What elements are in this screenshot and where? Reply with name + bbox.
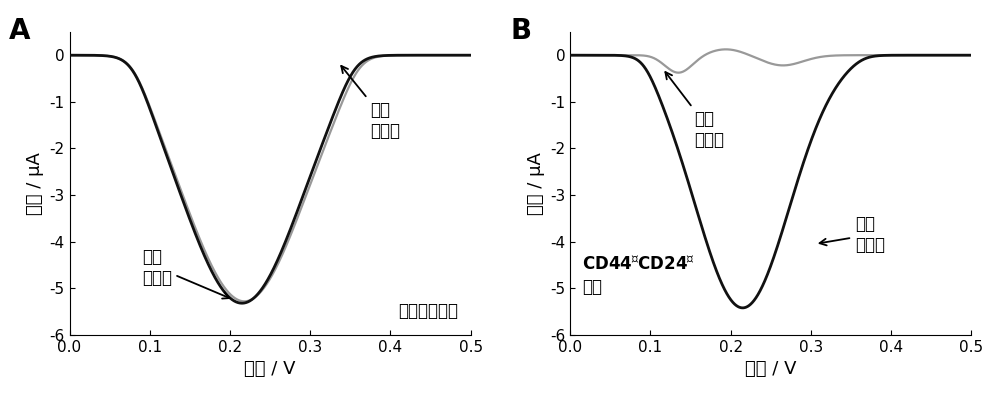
Text: CD44$^{阳}$CD24$^{阳}$
细胞: CD44$^{阳}$CD24$^{阳}$ 细胞 — [582, 256, 695, 295]
Text: 信号
擦除前: 信号 擦除前 — [142, 248, 230, 299]
Y-axis label: 电流 / μA: 电流 / μA — [26, 152, 44, 215]
Text: 信号
擦除前: 信号 擦除前 — [820, 215, 885, 254]
X-axis label: 电压 / V: 电压 / V — [244, 360, 296, 378]
Text: 乳腺癌干细胞: 乳腺癌干细胞 — [399, 302, 459, 320]
Y-axis label: 电流 / μA: 电流 / μA — [527, 152, 545, 215]
X-axis label: 电压 / V: 电压 / V — [745, 360, 796, 378]
Text: 信号
擦除后: 信号 擦除后 — [341, 66, 400, 140]
Text: A: A — [9, 17, 31, 45]
Text: 信号
擦除后: 信号 擦除后 — [665, 72, 725, 149]
Text: B: B — [510, 17, 531, 45]
